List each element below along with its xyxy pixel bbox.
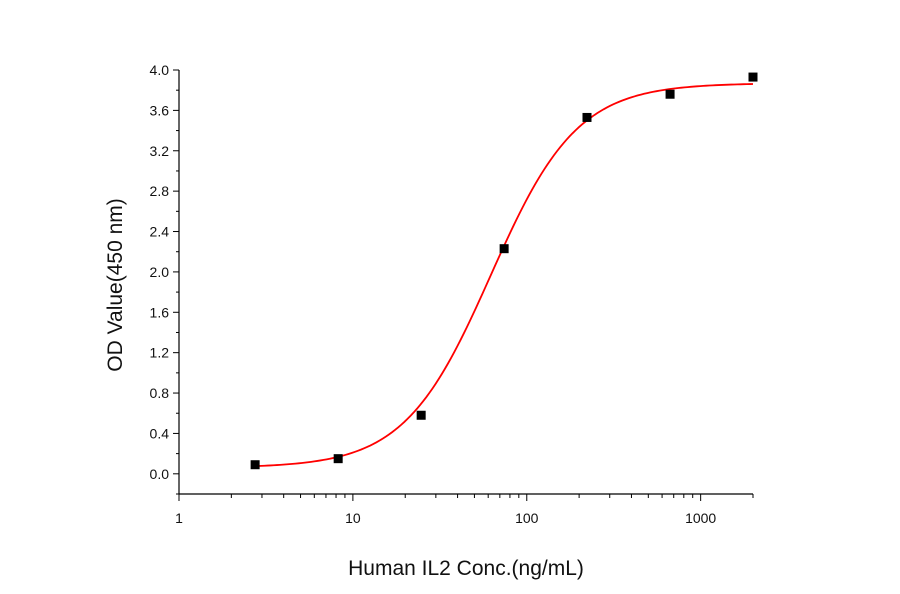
y-tick-label: 3.2	[150, 143, 170, 159]
y-tick-label: 2.8	[150, 183, 170, 199]
data-point	[333, 454, 343, 464]
data-point	[665, 89, 675, 99]
y-axis-title: OD Value(450 nm)	[104, 198, 127, 372]
fit-curve	[255, 83, 754, 468]
y-tick-label: 0.0	[150, 466, 170, 482]
y-tick-label: 0.8	[150, 385, 170, 401]
x-tick-label: 1000	[685, 510, 716, 526]
y-tick-label: 1.2	[150, 345, 170, 361]
data-point	[250, 460, 260, 470]
data-point	[748, 72, 758, 82]
x-axis-title: Human IL2 Conc.(ng/mL)	[348, 557, 584, 580]
y-tick-label: 2.0	[150, 264, 170, 280]
data-point	[416, 410, 426, 420]
y-tick-label: 3.6	[150, 102, 170, 118]
data-point	[582, 112, 592, 122]
y-tick-label: 4.0	[150, 62, 170, 78]
x-tick-label: 1	[175, 510, 183, 526]
data-point	[499, 244, 509, 254]
x-tick-label: 10	[345, 510, 361, 526]
y-tick-label: 1.6	[150, 304, 170, 320]
y-tick-label: 0.4	[150, 425, 170, 441]
y-axis: 0.0 0.4 0.8 1.2 1.6 2.0 2.4 2.8 3.2 3.6 4.0	[150, 62, 180, 495]
y-tick-label: 2.4	[150, 224, 170, 240]
x-axis: 1 10 100 1000	[175, 493, 754, 526]
x-tick-label: 100	[515, 510, 539, 526]
fit-curve-layer	[255, 83, 754, 468]
data-points-layer	[250, 72, 758, 470]
